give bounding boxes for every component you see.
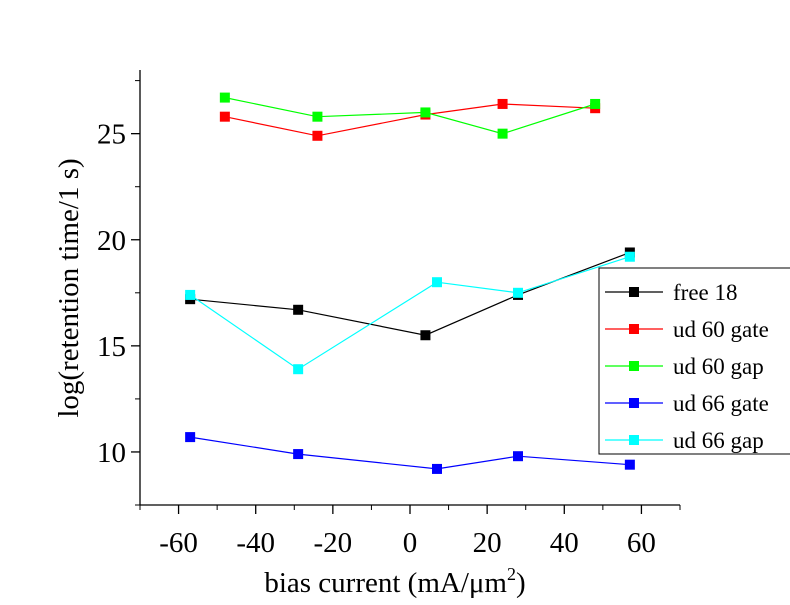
data-point: [513, 287, 523, 298]
data-point: [420, 330, 431, 341]
y-tick-label: 20: [97, 225, 126, 257]
series-2: [219, 92, 601, 139]
legend-item: ud 66 gate: [605, 391, 769, 416]
series-layer: [185, 92, 635, 474]
y-tick-label: 25: [97, 119, 126, 151]
legend-item: free 18: [605, 280, 738, 305]
data-point: [293, 449, 304, 460]
legend-item: ud 60 gate: [605, 317, 769, 342]
legend-label: free 18: [673, 280, 738, 305]
data-point: [219, 92, 230, 103]
data-point: [624, 251, 635, 262]
data-point: [624, 459, 635, 470]
legend-marker: [629, 287, 639, 297]
legend-marker: [629, 398, 639, 408]
axes: -60 -40 -20 0 20 40 60 10 15 20 25: [97, 70, 681, 559]
data-point: [312, 130, 323, 141]
x-axis-title: bias current (mA/μm2): [264, 564, 525, 599]
data-point: [293, 364, 304, 375]
data-point: [293, 304, 304, 315]
x-tick-label: 40: [550, 527, 579, 559]
x-axis-title-superscript: 2: [507, 564, 516, 584]
x-tick-label: 20: [473, 527, 502, 559]
y-axis-title: log(retention time/1 s): [53, 158, 85, 417]
legend-marker: [629, 324, 639, 334]
data-point: [185, 432, 196, 443]
series-line: [190, 251, 631, 336]
x-tick-label: 0: [403, 527, 418, 559]
series-4: [185, 251, 635, 375]
data-point: [432, 277, 442, 288]
data-point: [497, 98, 508, 109]
data-point: [185, 289, 196, 300]
series-1: [219, 98, 601, 141]
data-point: [312, 111, 323, 122]
series-3: [185, 432, 635, 474]
y-ticks: 10 15 20 25: [97, 80, 140, 506]
x-axis-title-main: bias current (mA/μm: [264, 567, 507, 599]
legend-marker: [629, 361, 639, 371]
data-point: [432, 463, 442, 474]
data-point: [219, 111, 230, 122]
series-line: [189, 256, 631, 370]
series-line: [190, 436, 630, 470]
legend-item: ud 66 gap: [605, 428, 764, 453]
legend-item: ud 60 gap: [605, 354, 764, 379]
data-point: [513, 451, 523, 462]
data-point: [497, 128, 508, 139]
legend-label: ud 60 gap: [673, 354, 764, 379]
legend: free 18 ud 60 gate ud 60 gap ud 66 gate ud 6…: [598, 267, 790, 455]
legend-marker: [629, 435, 639, 445]
x-axis-title-end: ): [516, 567, 526, 599]
data-point: [420, 107, 431, 118]
x-ticks: -60 -40 -20 0 20 40 60: [139, 505, 681, 559]
x-tick-label: -40: [236, 527, 275, 559]
y-tick-label: 15: [97, 331, 126, 363]
legend-label: ud 66 gate: [673, 391, 769, 416]
y-tick-label: 10: [97, 437, 126, 469]
x-tick-label: 60: [627, 527, 656, 559]
x-tick-label: -60: [159, 527, 198, 559]
data-point: [590, 98, 601, 109]
series-0: [185, 247, 635, 341]
legend-label: ud 66 gap: [673, 428, 764, 453]
x-tick-label: -20: [314, 527, 353, 559]
legend-label: ud 60 gate: [673, 317, 769, 342]
